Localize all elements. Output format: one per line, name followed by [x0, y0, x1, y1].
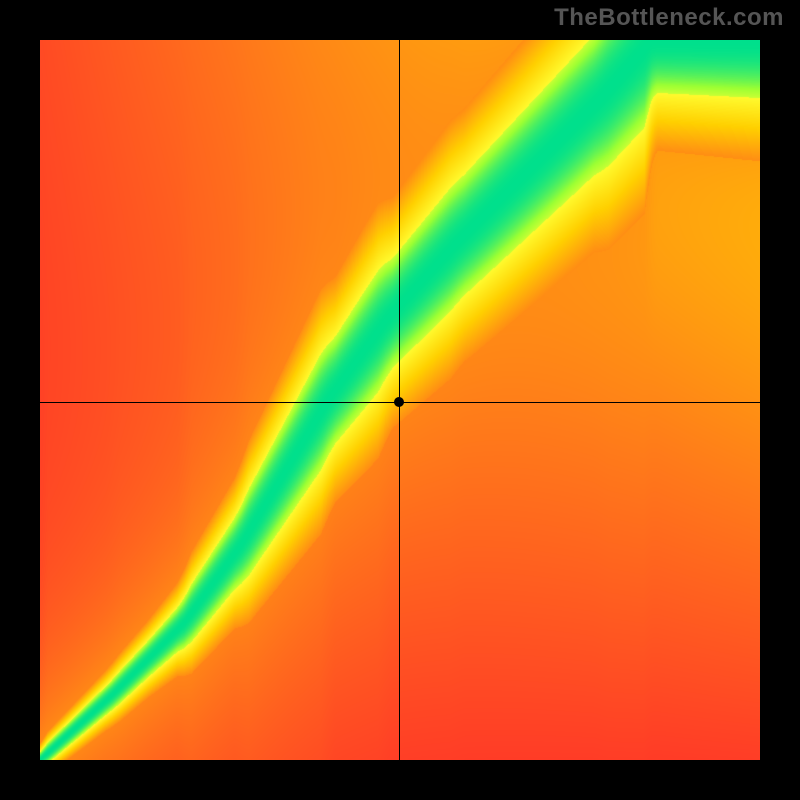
crosshair-marker [394, 397, 404, 407]
watermark-text: TheBottleneck.com [554, 4, 784, 32]
